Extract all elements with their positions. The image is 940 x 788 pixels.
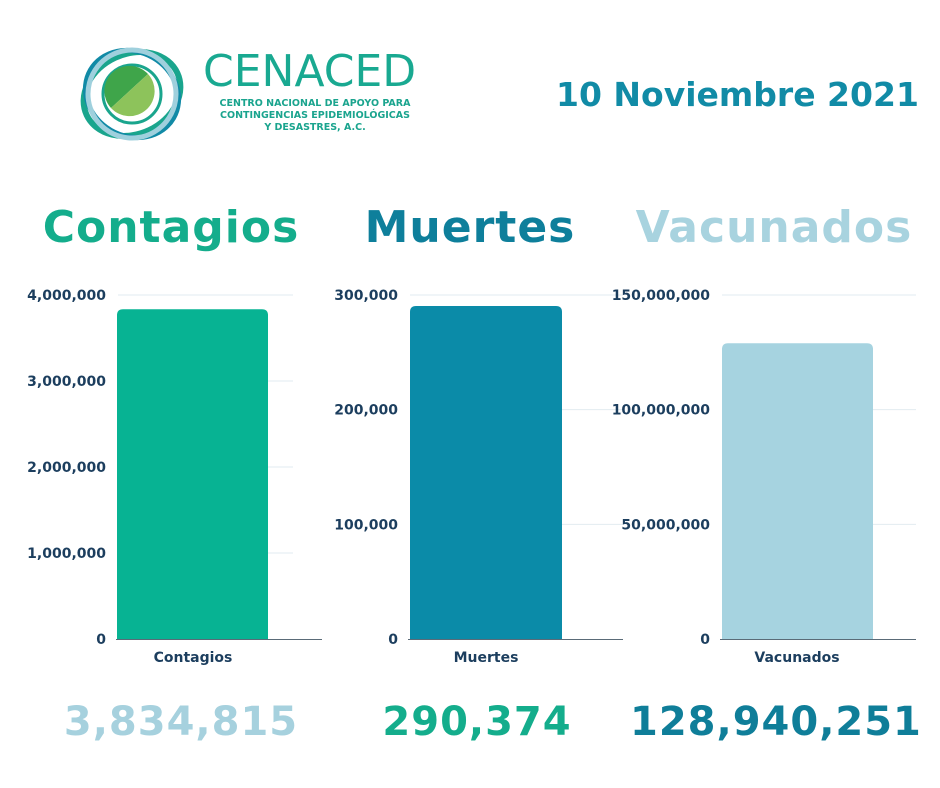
- total-contagios: 3,834,815: [63, 699, 299, 745]
- bar-vacunados: [722, 343, 873, 639]
- brand-subtitle-line: CONTINGENCIAS EPIDEMIOLÓGICAS: [220, 110, 410, 121]
- y-tick-label: 0: [700, 632, 710, 648]
- y-tick-label: 200,000: [334, 403, 398, 419]
- logo-icon: [80, 47, 184, 141]
- y-tick-label: 0: [96, 632, 106, 648]
- total-vacunados: 128,940,251: [630, 699, 922, 745]
- heading-vacunados: Vacunados: [635, 202, 913, 253]
- y-tick-label: 300,000: [334, 288, 398, 304]
- y-tick-label: 4,000,000: [27, 288, 106, 304]
- brand-name: CENACED: [203, 46, 417, 97]
- report-date: 10 Noviembre 2021: [556, 75, 919, 114]
- y-tick-label: 50,000,000: [621, 517, 710, 533]
- brand-subtitle-line: Y DESASTRES, A.C.: [264, 122, 366, 133]
- heading-muertes: Muertes: [364, 202, 576, 253]
- y-tick-label: 2,000,000: [27, 460, 106, 476]
- charts-area: 0 1,000,000 2,000,000 3,000,000 4,000,000 Con…: [27, 288, 916, 666]
- y-tick-label: 3,000,000: [27, 374, 106, 390]
- bar-contagios: [117, 309, 268, 639]
- x-category-label: Contagios: [154, 650, 233, 666]
- brand-subtitle-line: CENTRO NACIONAL DE APOYO PARA: [219, 98, 411, 109]
- x-category-label: Muertes: [454, 650, 519, 666]
- bar-muertes: [410, 306, 562, 639]
- heading-contagios: Contagios: [42, 202, 300, 253]
- y-tick-label: 1,000,000: [27, 546, 106, 562]
- x-category-label: Vacunados: [754, 650, 839, 666]
- y-tick-label: 100,000,000: [612, 403, 711, 419]
- brand-subtitle: CENTRO NACIONAL DE APOYO PARA CONTINGENC…: [205, 98, 425, 134]
- y-tick-label: 150,000,000: [612, 288, 711, 304]
- y-tick-label: 0: [388, 632, 398, 648]
- y-tick-label: 100,000: [334, 517, 398, 533]
- total-muertes: 290,374: [382, 699, 572, 745]
